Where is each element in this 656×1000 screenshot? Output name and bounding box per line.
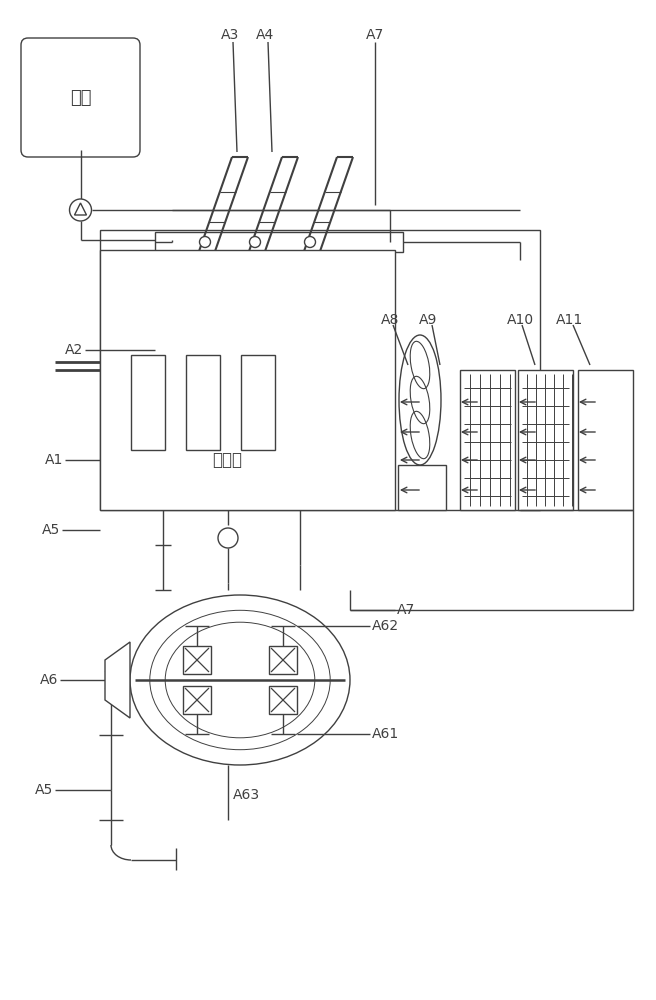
Text: 发动机: 发动机 <box>213 451 243 469</box>
Bar <box>269 686 297 714</box>
Text: A11: A11 <box>556 313 584 327</box>
Polygon shape <box>105 642 130 718</box>
Bar <box>183 646 211 674</box>
Bar <box>460 370 515 510</box>
Ellipse shape <box>130 595 350 765</box>
Text: A5: A5 <box>35 783 53 797</box>
Bar <box>131 355 165 450</box>
Bar <box>241 355 275 450</box>
Text: A7: A7 <box>397 603 415 617</box>
Text: A2: A2 <box>65 343 83 357</box>
Text: A61: A61 <box>372 727 400 741</box>
Circle shape <box>304 236 316 247</box>
Text: A63: A63 <box>233 788 260 802</box>
Text: A10: A10 <box>506 313 533 327</box>
Text: A4: A4 <box>256 28 274 42</box>
Bar <box>269 646 297 674</box>
Text: A62: A62 <box>372 619 399 633</box>
Ellipse shape <box>399 335 441 465</box>
Bar <box>518 370 573 510</box>
Circle shape <box>249 236 260 247</box>
Bar <box>100 250 395 510</box>
Text: A7: A7 <box>366 28 384 42</box>
Text: A3: A3 <box>221 28 239 42</box>
Circle shape <box>199 236 211 247</box>
Bar <box>398 465 446 510</box>
Bar <box>578 370 633 510</box>
Text: A8: A8 <box>381 313 400 327</box>
Text: A1: A1 <box>45 453 63 467</box>
Bar <box>186 355 220 450</box>
Text: A5: A5 <box>42 523 60 537</box>
Bar <box>155 232 403 252</box>
Text: A6: A6 <box>39 673 58 687</box>
FancyBboxPatch shape <box>21 38 140 157</box>
Text: A9: A9 <box>419 313 437 327</box>
Circle shape <box>70 199 91 221</box>
Text: 油箱: 油箱 <box>70 89 91 106</box>
Bar <box>183 686 211 714</box>
Bar <box>100 230 540 510</box>
Circle shape <box>218 528 238 548</box>
